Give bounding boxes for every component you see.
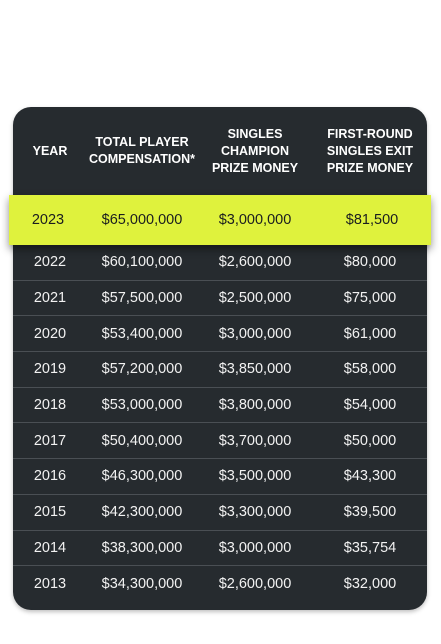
cell-first-round-prize: $61,000 bbox=[343, 325, 397, 342]
table-row: 2017 $50,400,000 $3,700,000 $50,000 bbox=[13, 423, 427, 460]
table-row: 2015 $42,300,000 $3,300,000 $39,500 bbox=[13, 495, 427, 531]
table-row: 2019 $57,200,000 $3,850,000 $58,000 bbox=[13, 352, 427, 388]
cell-first-round-prize: $54,000 bbox=[343, 397, 397, 414]
highlighted-row-2023: 2023 $65,000,000 $3,000,000 $81,500 bbox=[9, 195, 431, 245]
cell-year: 2014 bbox=[33, 539, 67, 556]
table-row: 2016 $46,300,000 $3,500,000 $43,300 bbox=[13, 459, 427, 495]
header-first-round-prize: FIRST-ROUND SINGLES EXIT PRIZE MONEY bbox=[326, 126, 414, 175]
table-row: 2021 $57,500,000 $2,500,000 $75,000 bbox=[13, 281, 427, 317]
cell-total-compensation: $50,400,000 bbox=[101, 432, 183, 449]
cell-first-round-prize: $35,754 bbox=[343, 539, 397, 556]
cell-champion-prize: $3,500,000 bbox=[218, 468, 292, 485]
cell-champion-prize: $3,850,000 bbox=[218, 361, 292, 378]
cell-total-compensation: $57,500,000 bbox=[101, 290, 183, 307]
cell-champion-prize: $2,500,000 bbox=[218, 290, 292, 307]
cell-year: 2020 bbox=[33, 325, 67, 342]
cell-champion-prize: $3,700,000 bbox=[218, 432, 292, 449]
cell-year: 2022 bbox=[33, 254, 67, 271]
cell-total-compensation: $42,300,000 bbox=[101, 504, 183, 521]
cell-year: 2016 bbox=[33, 468, 67, 485]
cell-total-compensation: $34,300,000 bbox=[101, 576, 183, 593]
header-total-compensation: TOTAL PLAYER COMPENSATION* bbox=[88, 135, 196, 166]
cell-first-round-prize: $58,000 bbox=[343, 361, 397, 378]
table-body: 2022 $60,100,000 $2,600,000 $80,000 2021 $57,… bbox=[13, 245, 427, 602]
cell-first-round-prize: $32,000 bbox=[343, 576, 397, 593]
cell-year: 2021 bbox=[33, 290, 67, 307]
cell-total-compensation: $53,000,000 bbox=[101, 397, 183, 414]
prize-money-table: YEAR TOTAL PLAYER COMPENSATION* SINGLES … bbox=[9, 107, 431, 610]
cell-champion-prize: $3,000,000 bbox=[218, 325, 292, 342]
table-row: 2022 $60,100,000 $2,600,000 $80,000 bbox=[13, 245, 427, 281]
cell-total-compensation: $65,000,000 bbox=[101, 212, 183, 228]
cell-first-round-prize: $80,000 bbox=[343, 254, 397, 271]
cell-total-compensation: $46,300,000 bbox=[101, 468, 183, 485]
cell-total-compensation: $38,300,000 bbox=[101, 539, 183, 556]
cell-first-round-prize: $39,500 bbox=[343, 504, 397, 521]
table-row: 2014 $38,300,000 $3,000,000 $35,754 bbox=[13, 531, 427, 567]
cell-year: 2015 bbox=[33, 504, 67, 521]
cell-year: 2013 bbox=[33, 576, 67, 593]
cell-champion-prize: $3,300,000 bbox=[218, 504, 292, 521]
table-row: 2013 $34,300,000 $2,600,000 $32,000 bbox=[13, 566, 427, 602]
cell-total-compensation: $53,400,000 bbox=[101, 325, 183, 342]
cell-champion-prize: $3,800,000 bbox=[218, 397, 292, 414]
cell-year: 2018 bbox=[33, 397, 67, 414]
cell-champion-prize: $2,600,000 bbox=[218, 576, 292, 593]
table-row: 2018 $53,000,000 $3,800,000 $54,000 bbox=[13, 388, 427, 424]
cell-champion-prize: $2,600,000 bbox=[218, 254, 292, 271]
cell-total-compensation: $57,200,000 bbox=[101, 361, 183, 378]
cell-year: 2017 bbox=[33, 432, 67, 449]
table-row: 2020 $53,400,000 $3,000,000 $61,000 bbox=[13, 316, 427, 353]
cell-first-round-prize: $43,300 bbox=[343, 468, 397, 485]
cell-first-round-prize: $50,000 bbox=[343, 432, 397, 449]
header-champion-prize: SINGLES CHAMPION PRIZE MONEY bbox=[211, 126, 299, 175]
cell-champion-prize: $3,000,000 bbox=[218, 212, 292, 228]
cell-champion-prize: $3,000,000 bbox=[218, 539, 292, 556]
cell-first-round-prize: $75,000 bbox=[343, 290, 397, 307]
cell-year: 2023 bbox=[31, 212, 65, 228]
table-header: YEAR TOTAL PLAYER COMPENSATION* SINGLES … bbox=[13, 107, 427, 195]
cell-first-round-prize: $81,500 bbox=[345, 212, 399, 228]
cell-total-compensation: $60,100,000 bbox=[101, 254, 183, 271]
header-year: YEAR bbox=[32, 143, 68, 158]
cell-year: 2019 bbox=[33, 361, 67, 378]
